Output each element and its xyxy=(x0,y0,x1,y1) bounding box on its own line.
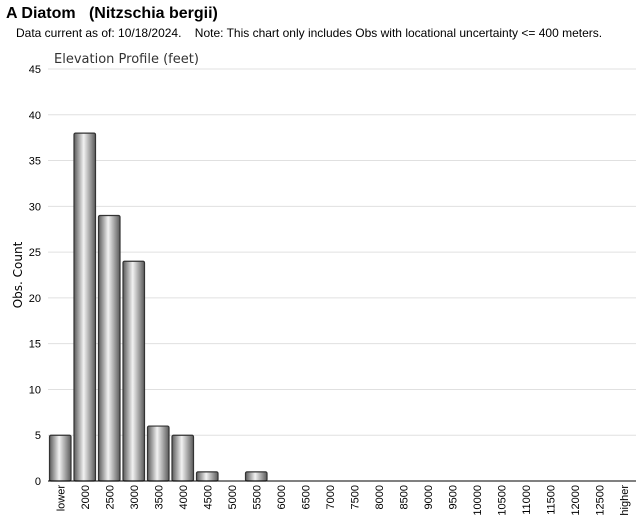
x-tick-label: 11500 xyxy=(545,485,557,515)
x-tick-label: 9000 xyxy=(423,485,435,509)
y-tick-label: 45 xyxy=(29,64,41,76)
x-tick-label: 9500 xyxy=(447,485,459,509)
x-tick-label: lower xyxy=(55,485,67,512)
x-tick-label: higher xyxy=(619,485,631,516)
x-tick-label: 6500 xyxy=(300,485,312,509)
x-tick-label: 4000 xyxy=(178,485,190,509)
y-tick-labels: 0 5 10 15 20 25 30 35 40 45 xyxy=(29,64,41,488)
bars xyxy=(48,132,268,482)
bar-lower xyxy=(48,434,72,482)
x-tick-label: 2500 xyxy=(104,485,116,509)
x-tick-label: 6000 xyxy=(276,485,288,509)
x-tick-label: 7000 xyxy=(325,485,337,509)
bar-5500 xyxy=(244,471,268,482)
x-tick-label: 8000 xyxy=(374,485,386,509)
x-tick-labels: lower 2000 2500 3000 3500 4000 4500 5000 5500 600… xyxy=(55,485,631,516)
data-note: Data current as of: 10/18/2024. Note: Th… xyxy=(16,26,603,40)
bar-4000 xyxy=(171,434,195,482)
x-tick-label: 2000 xyxy=(80,485,92,509)
bar-2000 xyxy=(73,132,97,482)
x-tick-label: 5500 xyxy=(251,485,263,509)
x-tick-label: 10000 xyxy=(472,485,484,516)
x-tick-label: 12500 xyxy=(594,485,606,516)
y-axis-label: Obs. Count xyxy=(11,241,25,308)
x-tick-label: 8500 xyxy=(398,485,410,509)
bar-2500 xyxy=(97,214,121,482)
x-tick-label: 10500 xyxy=(496,485,508,516)
y-tick-label: 10 xyxy=(29,384,41,396)
x-tick-label: 11000 xyxy=(521,485,533,515)
x-tick-label: 12000 xyxy=(570,485,582,516)
gridlines xyxy=(48,68,636,436)
y-tick-label: 40 xyxy=(29,110,41,122)
x-tick-label: 3500 xyxy=(153,485,165,509)
y-tick-label: 0 xyxy=(35,476,41,488)
chart-title: A Diatom (Nitzschia bergii) xyxy=(6,5,218,22)
y-tick-label: 25 xyxy=(29,247,41,259)
x-tick-label: 7500 xyxy=(349,485,361,509)
x-tick-label: 5000 xyxy=(227,485,239,509)
y-tick-label: 35 xyxy=(29,156,41,168)
x-tick-label: 4500 xyxy=(202,485,214,509)
x-tick-label: 3000 xyxy=(129,485,141,509)
bar-4500 xyxy=(195,471,219,482)
y-tick-label: 30 xyxy=(29,201,41,213)
y-tick-label: 5 xyxy=(35,430,41,442)
y-tick-label: 20 xyxy=(29,293,41,305)
chart-subtitle: Elevation Profile (feet) xyxy=(54,52,199,67)
bar-3000 xyxy=(122,260,146,482)
bar-3500 xyxy=(146,425,170,482)
y-tick-label: 15 xyxy=(29,339,41,351)
